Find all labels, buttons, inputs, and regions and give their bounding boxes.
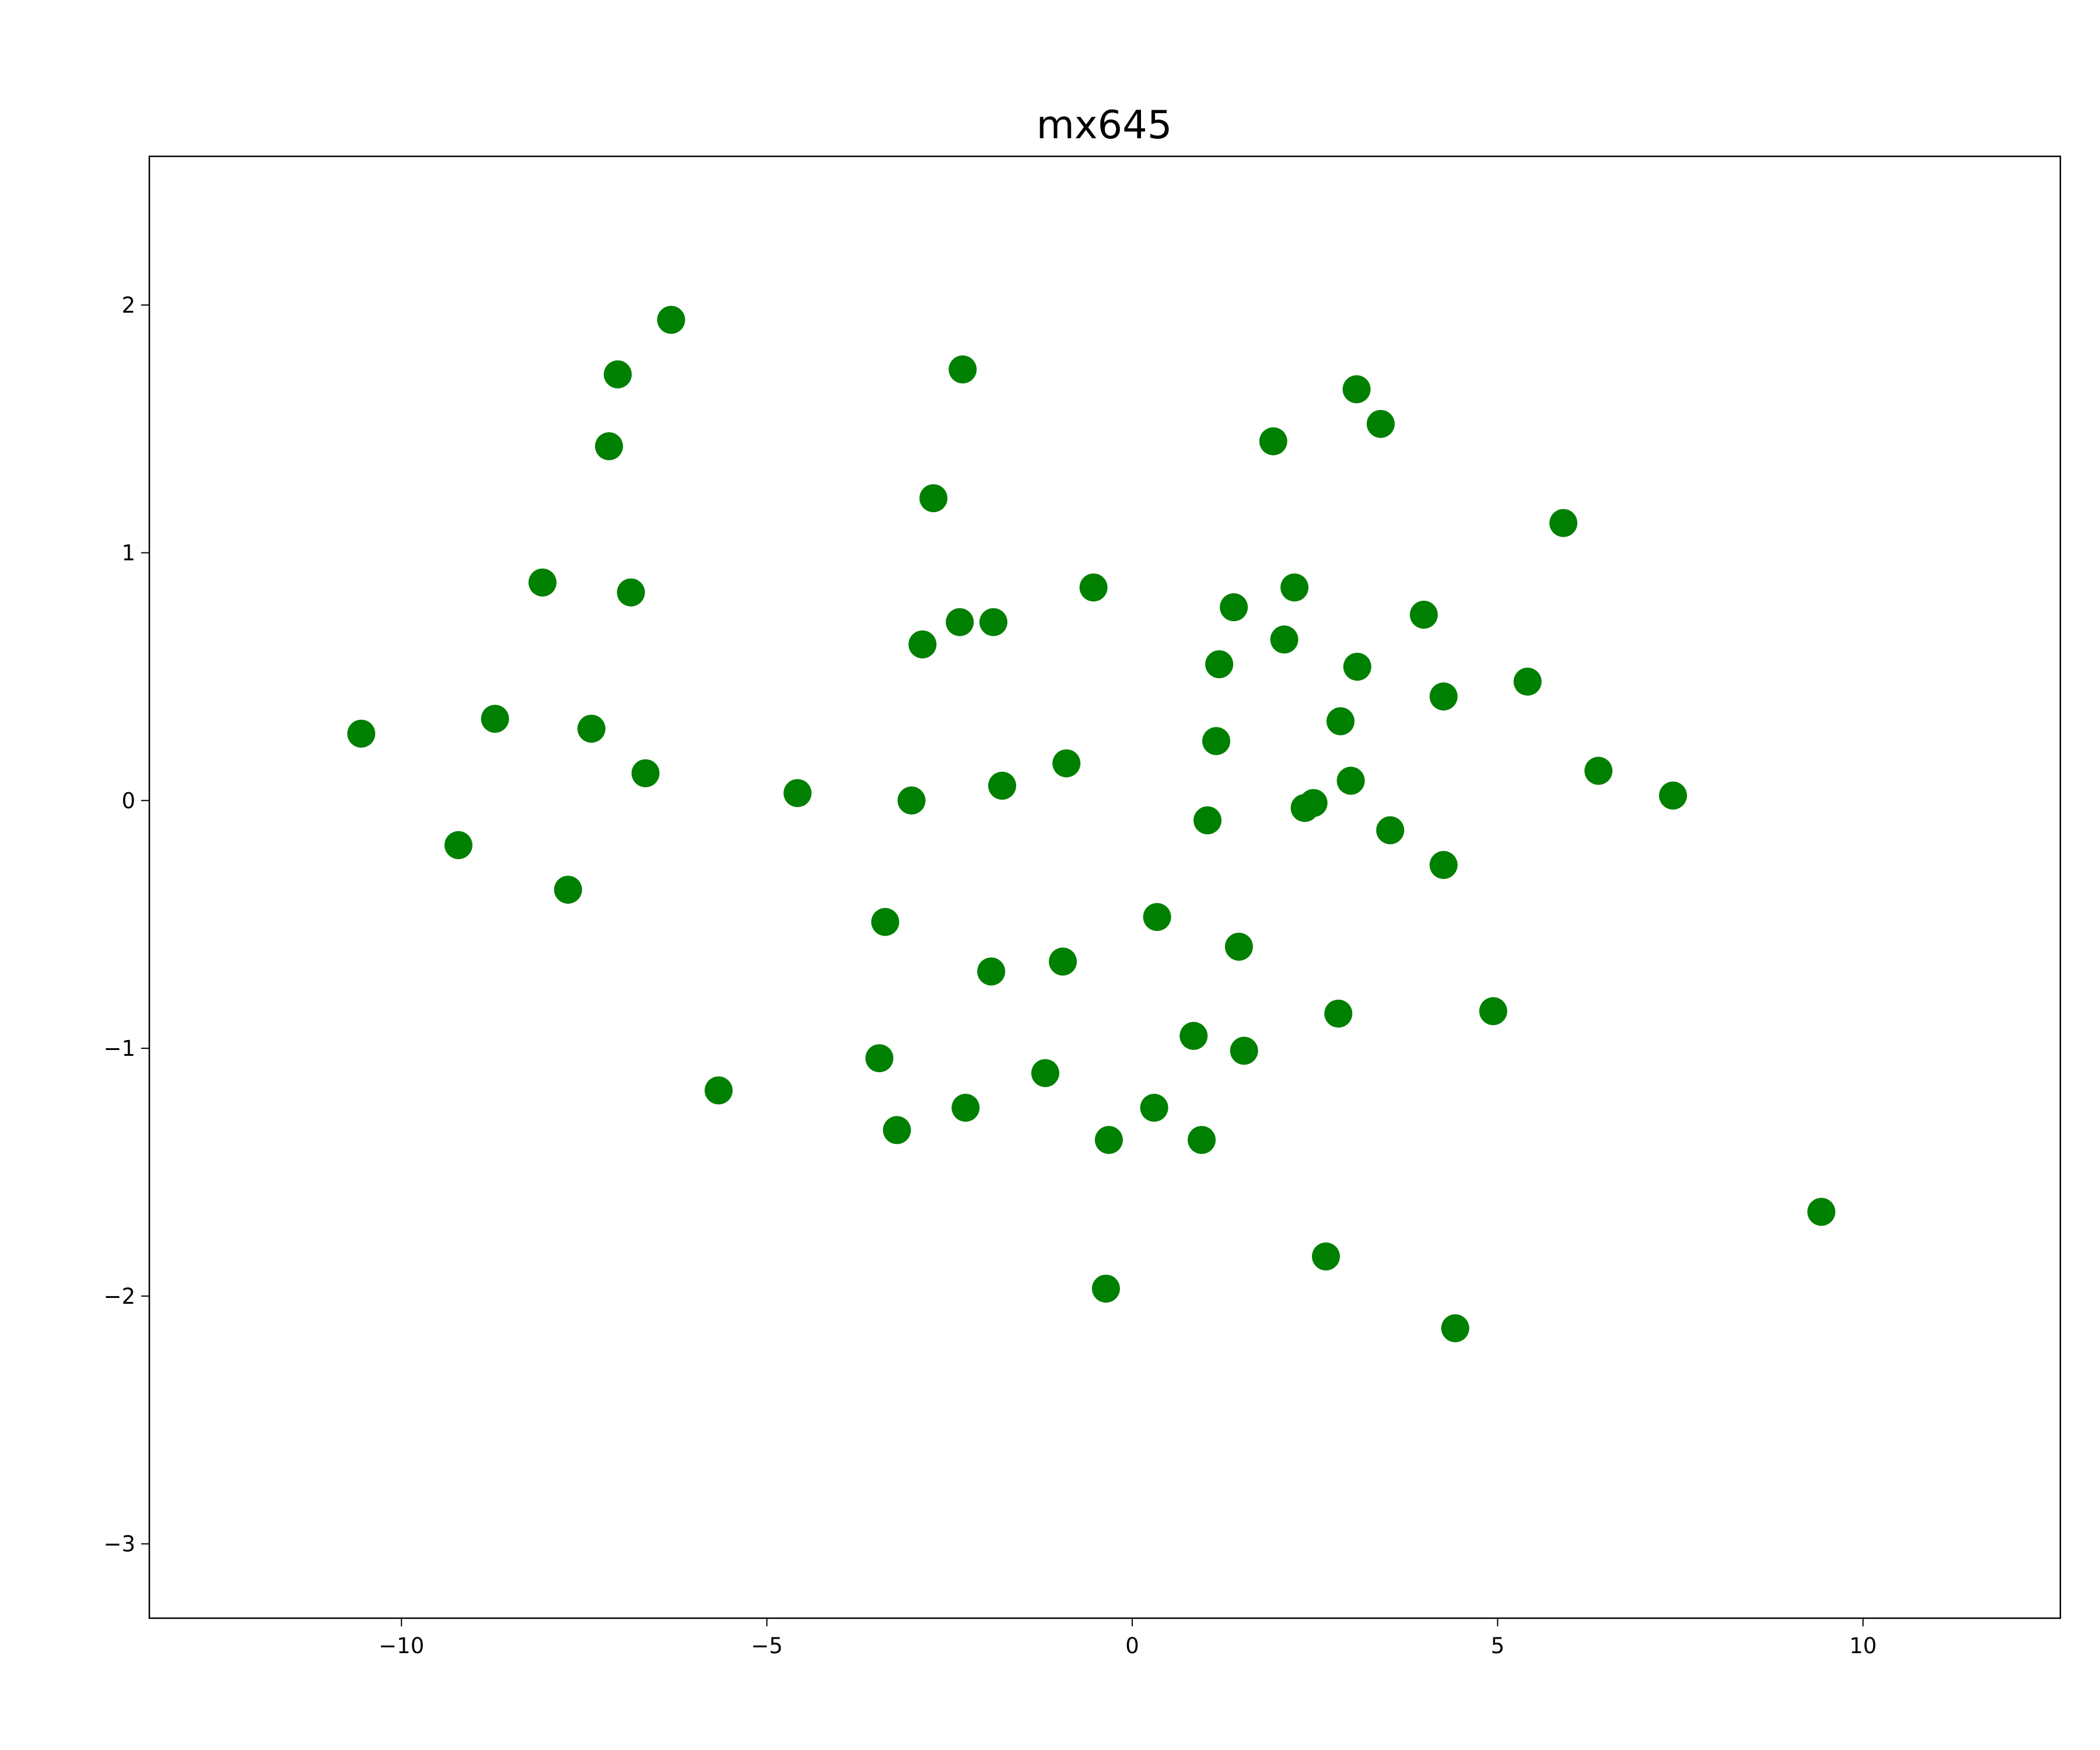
scatter-point	[1584, 757, 1613, 785]
scatter-point	[444, 831, 473, 859]
x-tick-label: 10	[1849, 1633, 1877, 1658]
scatter-point	[1205, 650, 1234, 678]
y-tick-label: −3	[103, 1532, 135, 1557]
scatter-point	[657, 306, 685, 334]
scatter-point	[865, 1044, 894, 1073]
scatter-point	[951, 1094, 980, 1122]
scatter-point	[1807, 1198, 1836, 1226]
scatter-point	[1259, 427, 1287, 456]
scatter-point	[1336, 766, 1365, 795]
y-axis: −3 −2 −1 0 1 2	[103, 293, 149, 1557]
chart-title: mx645	[1037, 102, 1172, 148]
y-tick-label: 0	[121, 788, 135, 813]
x-tick-label: 0	[1125, 1633, 1139, 1658]
scatter-point	[481, 705, 509, 733]
scatter-point	[977, 957, 1006, 986]
scatter-point	[554, 876, 582, 904]
scatter-point	[528, 568, 556, 597]
scatter-point	[1052, 749, 1081, 778]
scatter-point	[1140, 1094, 1168, 1122]
x-tick-label: −10	[379, 1633, 424, 1658]
x-axis: −10 −5 0 5 10	[379, 1618, 1877, 1658]
scatter-point	[1224, 932, 1253, 961]
scatter-point	[1270, 625, 1298, 654]
scatter-point	[871, 908, 900, 936]
scatter-point	[1230, 1037, 1258, 1065]
scatter-point	[1324, 999, 1353, 1028]
scatter-point	[1409, 600, 1438, 629]
scatter-point	[1479, 997, 1507, 1026]
scatter-point	[1376, 816, 1405, 845]
scatter-point	[1220, 593, 1248, 621]
scatter-point	[1312, 1242, 1340, 1270]
scatter-point	[979, 608, 1007, 636]
scatter-point	[883, 1116, 911, 1144]
scatter-point	[704, 1076, 733, 1105]
scatter-point	[1343, 653, 1371, 681]
scatter-point	[1659, 781, 1687, 810]
scatter-point	[1180, 1021, 1208, 1050]
scatter-point	[1342, 375, 1371, 404]
scatter-point	[897, 786, 926, 815]
scatter-point	[1143, 903, 1171, 931]
scatter-point	[604, 360, 632, 388]
scatter-point	[908, 630, 937, 659]
plot-frame	[148, 155, 2062, 1619]
scatter-point	[1280, 573, 1309, 602]
scatter-point	[783, 779, 812, 807]
y-tick-label: −1	[103, 1036, 135, 1061]
scatter-point	[1299, 789, 1328, 817]
scatter-point	[1194, 806, 1222, 835]
y-tick-label: 1	[121, 541, 135, 566]
y-tick-label: −2	[103, 1284, 135, 1309]
scatter-point	[631, 759, 660, 788]
scatter-point	[1429, 682, 1458, 710]
scatter-point	[1366, 410, 1395, 438]
scatter-point	[949, 355, 977, 384]
scatter-point	[1202, 727, 1230, 755]
scatter-point	[1441, 1314, 1469, 1342]
scatter-point	[1079, 573, 1108, 602]
scatter-point	[1429, 850, 1458, 879]
scatter-point	[946, 608, 974, 636]
scatter-point	[1091, 1275, 1120, 1303]
scatter-point	[1094, 1126, 1123, 1154]
scatter-point	[1031, 1059, 1059, 1087]
x-tick-label: 5	[1491, 1633, 1505, 1658]
scatter-point	[1513, 667, 1542, 696]
scatter-point	[1549, 509, 1578, 537]
scatter-point	[1326, 707, 1354, 736]
scatter-point	[988, 771, 1016, 800]
scatter-point	[595, 432, 623, 460]
x-tick-label: −5	[751, 1633, 783, 1658]
scatter-point	[919, 484, 948, 513]
scatter-point	[1188, 1126, 1216, 1154]
scatter-points	[347, 306, 1836, 1342]
scatter-point	[577, 715, 606, 743]
scatter-point	[617, 578, 645, 607]
scatter-point	[1049, 947, 1077, 976]
scatter-point	[347, 719, 376, 748]
y-tick-label: 2	[121, 293, 135, 318]
